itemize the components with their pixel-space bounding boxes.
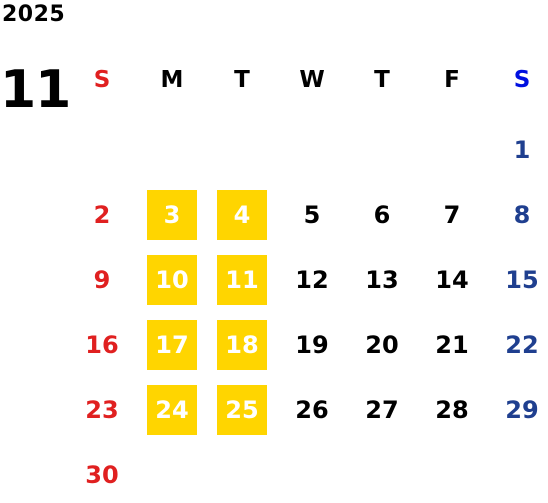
day-cell[interactable]: 19 [295,331,329,359]
day-cell[interactable]: 28 [435,396,469,424]
weekday-header-thu: T [374,67,390,93]
day-cell-highlighted[interactable]: 18 [217,320,267,370]
week-row: 1 [0,125,548,175]
day-cell[interactable]: 13 [365,266,399,294]
day-cell-highlighted[interactable]: 25 [217,385,267,435]
week-row: 16 17 18 19 20 21 22 [0,320,548,370]
day-cell[interactable]: 5 [303,201,321,229]
weekday-header-mon: M [160,67,184,93]
year-label: 2025 [2,2,66,27]
day-cell-highlighted[interactable]: 11 [217,255,267,305]
week-row: 30 [0,450,548,500]
day-cell[interactable]: 23 [85,396,119,424]
day-cell[interactable]: 7 [443,201,461,229]
day-cell[interactable]: 2 [93,201,111,229]
day-cell[interactable]: 12 [295,266,329,294]
weekday-header-sat: S [513,67,531,93]
month-label: 11 [0,60,71,120]
day-cell[interactable]: 29 [505,396,539,424]
day-cell[interactable]: 20 [365,331,399,359]
weekday-header-fri: F [444,67,460,93]
day-cell[interactable]: 15 [505,266,539,294]
day-cell[interactable]: 1 [513,136,531,164]
day-cell-highlighted[interactable]: 17 [147,320,197,370]
day-cell-highlighted[interactable]: 3 [147,190,197,240]
day-cell[interactable]: 8 [513,201,531,229]
day-cell-highlighted[interactable]: 4 [217,190,267,240]
week-row: 9 10 11 12 13 14 15 [0,255,548,305]
day-cell[interactable]: 26 [295,396,329,424]
week-row: 23 24 25 26 27 28 29 [0,385,548,435]
day-cell-highlighted[interactable]: 10 [147,255,197,305]
day-cell[interactable]: 22 [505,331,539,359]
weekday-header-wed: W [299,67,325,93]
weekday-header-tue: T [234,67,250,93]
day-cell[interactable]: 21 [435,331,469,359]
day-cell[interactable]: 30 [85,461,119,489]
day-cell[interactable]: 27 [365,396,399,424]
day-cell[interactable]: 6 [373,201,391,229]
day-cell[interactable]: 14 [435,266,469,294]
day-cell[interactable]: 9 [93,266,111,294]
day-cell[interactable]: 16 [85,331,119,359]
day-cell-highlighted[interactable]: 24 [147,385,197,435]
weekday-header-sun: S [93,67,111,93]
